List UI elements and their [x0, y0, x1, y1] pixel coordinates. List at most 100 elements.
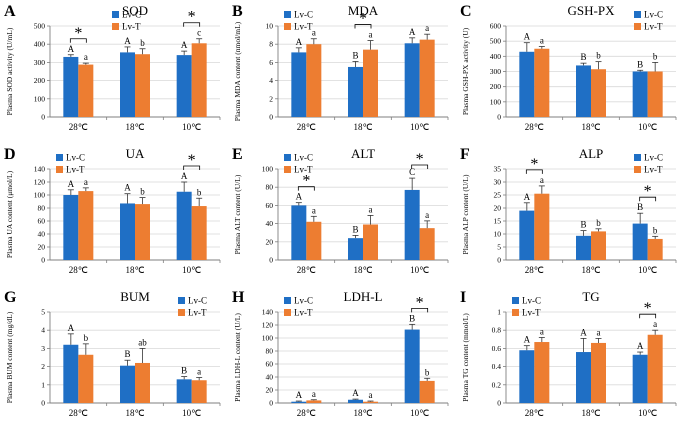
- bar-lv-c: [348, 399, 363, 403]
- bar-lv-c: [632, 71, 648, 117]
- y-tick-label: 35: [494, 165, 502, 174]
- y-axis-label: Plasma LDH-L content (U/L): [233, 313, 242, 402]
- significance-letter: a: [197, 367, 201, 377]
- bar-lv-t: [591, 69, 606, 117]
- chart-title: MDA: [348, 3, 379, 18]
- significance-star: *: [188, 9, 196, 26]
- y-tick-label: 0: [497, 256, 501, 265]
- significance-letter: b: [140, 38, 145, 48]
- y-tick-label: 300: [34, 58, 46, 67]
- significance-star: *: [302, 173, 310, 190]
- y-tick-label: 60: [38, 217, 46, 226]
- bar-lv-c: [576, 235, 591, 260]
- y-tick-label: 120: [34, 178, 46, 187]
- y-tick-label: 40: [266, 373, 274, 382]
- legend-swatch-lv-c: [56, 154, 63, 161]
- significance-bracket: [297, 186, 315, 191]
- x-tick-label: 28℃: [69, 122, 88, 132]
- y-axis-label: Plasma TG content (mmol/L): [461, 313, 470, 402]
- y-axis-label: Plasma GSH-PX activity (U): [461, 27, 470, 115]
- significance-letter: b: [197, 187, 202, 197]
- bar-lv-c: [63, 344, 79, 403]
- significance-letter: a: [84, 52, 88, 62]
- legend-label: Lv-C: [644, 10, 663, 20]
- y-tick-label: 0.8: [492, 326, 502, 335]
- legend-swatch-lv-c: [284, 11, 291, 18]
- legend-label: Lv-C: [294, 10, 313, 20]
- legend-swatch-lv-t: [284, 23, 291, 30]
- bar-lv-t: [363, 224, 378, 260]
- bar-lv-c: [576, 65, 591, 117]
- bar-lv-c: [63, 56, 79, 117]
- significance-letter: A: [409, 27, 416, 37]
- y-tick-label: 30: [494, 178, 502, 187]
- bar-lv-c: [632, 354, 648, 403]
- chart-panel-E: E ALT Plasma ALT content (U/L) 0 20 40 60 80 100…: [232, 146, 449, 275]
- chart-title: ALP: [579, 146, 604, 161]
- bar-lv-t: [135, 204, 150, 260]
- y-tick-label: 40: [266, 219, 274, 228]
- significance-letter: a: [312, 389, 316, 399]
- bar-lv-t: [534, 48, 550, 117]
- panel-letter: C: [460, 3, 472, 20]
- x-tick-label: 18℃: [353, 122, 372, 132]
- x-tick-label: 10℃: [410, 265, 429, 275]
- bar-lv-t: [191, 380, 207, 403]
- y-tick-label: 20: [266, 386, 274, 395]
- chart-panel-H: H LDH-L Plasma LDH-L content (U/L) 0 20 40 60 8…: [232, 289, 449, 418]
- significance-star: *: [416, 151, 424, 168]
- bar-lv-c: [519, 350, 535, 403]
- x-tick-label: 28℃: [297, 122, 316, 132]
- significance-letter: ab: [138, 337, 147, 347]
- y-tick-label: 100: [34, 191, 46, 200]
- significance-letter: A: [524, 32, 531, 42]
- panel-letter: G: [4, 289, 17, 306]
- bar-lv-t: [191, 43, 207, 117]
- x-tick-label: 10℃: [638, 122, 657, 132]
- legend-swatch-lv-c: [178, 297, 185, 304]
- x-tick-label: 18℃: [581, 122, 600, 132]
- significance-letter: b: [425, 367, 430, 377]
- y-tick-label: 100: [34, 94, 46, 103]
- legend-label: Lv-T: [294, 22, 313, 32]
- y-tick-label: 500: [490, 37, 502, 46]
- significance-letter: a: [540, 175, 544, 185]
- significance-letter: B: [409, 313, 415, 323]
- chart-title: ALT: [351, 146, 375, 161]
- x-tick-label: 28℃: [525, 265, 544, 275]
- x-tick-label: 28℃: [297, 408, 316, 418]
- legend-label: Lv-T: [122, 22, 141, 32]
- significance-letter: b: [653, 225, 658, 235]
- y-tick-label: 100: [262, 165, 274, 174]
- bar-lv-c: [576, 352, 591, 403]
- y-tick-label: 3: [41, 344, 45, 353]
- significance-letter: c: [197, 28, 201, 38]
- panel-letter: D: [4, 146, 16, 163]
- panel-letter: A: [4, 3, 16, 20]
- panel-letter: F: [460, 146, 470, 163]
- panel-letter: I: [460, 289, 466, 306]
- x-tick-label: 10℃: [638, 265, 657, 275]
- bar-lv-c: [176, 55, 192, 117]
- significance-letter: B: [352, 224, 358, 234]
- significance-bracket: [639, 313, 657, 319]
- significance-letter: A: [68, 323, 75, 333]
- bar-lv-t: [534, 342, 550, 403]
- significance-letter: B: [637, 202, 643, 212]
- significance-letter: B: [181, 366, 187, 376]
- legend-label: Lv-C: [66, 153, 85, 163]
- panel-letter: H: [232, 289, 245, 306]
- significance-letter: a: [312, 28, 316, 38]
- legend-swatch-lv-t: [284, 166, 291, 173]
- y-tick-label: 200: [34, 76, 46, 85]
- significance-bracket: [354, 24, 372, 29]
- x-tick-label: 18℃: [125, 122, 144, 132]
- legend-label: Lv-C: [522, 296, 541, 306]
- y-tick-label: 0: [269, 256, 273, 265]
- y-tick-label: 80: [266, 347, 274, 356]
- significance-star: *: [644, 183, 652, 200]
- y-tick-label: 60: [266, 201, 274, 210]
- y-tick-label: 20: [494, 204, 502, 213]
- y-axis-label: Plasma MDA content (nmol/mL): [233, 21, 242, 121]
- bar-lv-t: [363, 401, 378, 403]
